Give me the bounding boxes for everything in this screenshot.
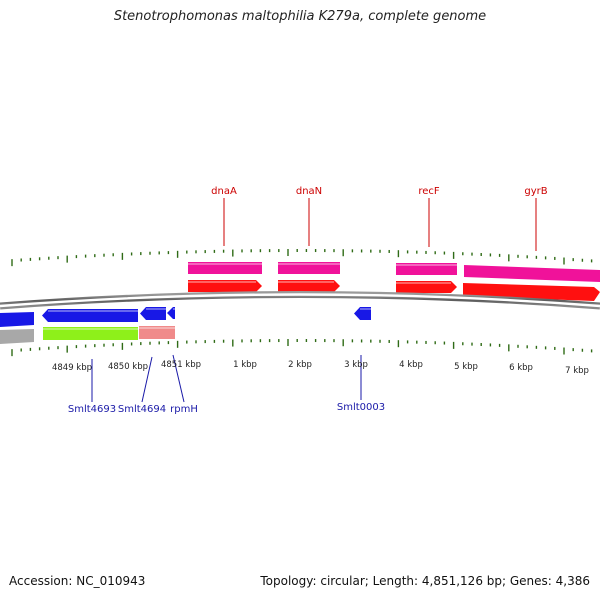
- blue-feature-Smlt4694: [140, 307, 166, 320]
- salmon-feature-rpmH: [139, 326, 175, 339]
- gene-leader-Smlt4694: [141, 356, 153, 403]
- ruler-label: 4850 kbp: [108, 362, 148, 372]
- gray-feature-left: [0, 329, 34, 344]
- pink-feature-dnaA: [188, 262, 262, 274]
- pink-feature-gyrB: [464, 265, 600, 282]
- gene-label-gyrB: gyrB: [524, 186, 547, 197]
- blue-feature-Smlt4693: [42, 309, 138, 322]
- ruler-label: 3 kbp: [344, 360, 368, 370]
- ruler-label: 4 kbp: [399, 360, 423, 370]
- footer-accession: Accession: NC_010943: [9, 574, 146, 588]
- ruler-label: 4849 kbp: [52, 363, 92, 373]
- gene-label-Smlt4693: Smlt4693: [68, 404, 116, 415]
- ruler-label: 1 kbp: [233, 360, 257, 370]
- map-labels: 4849 kbp 4850 kbp 4851 kbp 1 kbp 2 kbp 3 kbp 4…: [52, 186, 589, 415]
- pink-feature-dnaN: [278, 262, 340, 274]
- gene-leader-lines: [91, 198, 537, 403]
- ruler-label: 5 kbp: [454, 362, 478, 372]
- gene-label-rpmH: rpmH: [170, 404, 198, 415]
- ruler-label: 4851 kbp: [161, 360, 201, 370]
- gene-leader-rpmH: [172, 354, 185, 403]
- ruler-label: 7 kbp: [565, 366, 589, 376]
- gene-label-dnaA: dnaA: [211, 186, 237, 197]
- gene-label-Smlt0003: Smlt0003: [337, 402, 385, 413]
- footer-stats: Topology: circular; Length: 4,851,126 bp…: [260, 574, 590, 588]
- red-feature-recF: [396, 281, 457, 293]
- blue-feature-left: [0, 312, 34, 327]
- feature-tracks: [0, 262, 600, 344]
- blue-feature-rpmH: [167, 307, 175, 319]
- green-feature-Smlt4693: [43, 327, 138, 340]
- ruler-label: 6 kbp: [509, 363, 533, 373]
- ruler-label: 2 kbp: [288, 360, 312, 370]
- gene-label-dnaN: dnaN: [296, 186, 322, 197]
- gene-label-recF: recF: [418, 186, 440, 197]
- pink-feature-recF: [396, 263, 457, 275]
- red-feature-dnaA: [188, 280, 262, 292]
- gene-label-Smlt4694: Smlt4694: [118, 404, 166, 415]
- blue-feature-Smlt0003: [354, 307, 371, 320]
- map-title: Stenotrophomonas maltophilia K279a, comp…: [113, 9, 487, 24]
- ruler-ticks: [11, 249, 593, 357]
- red-feature-dnaN: [278, 280, 340, 292]
